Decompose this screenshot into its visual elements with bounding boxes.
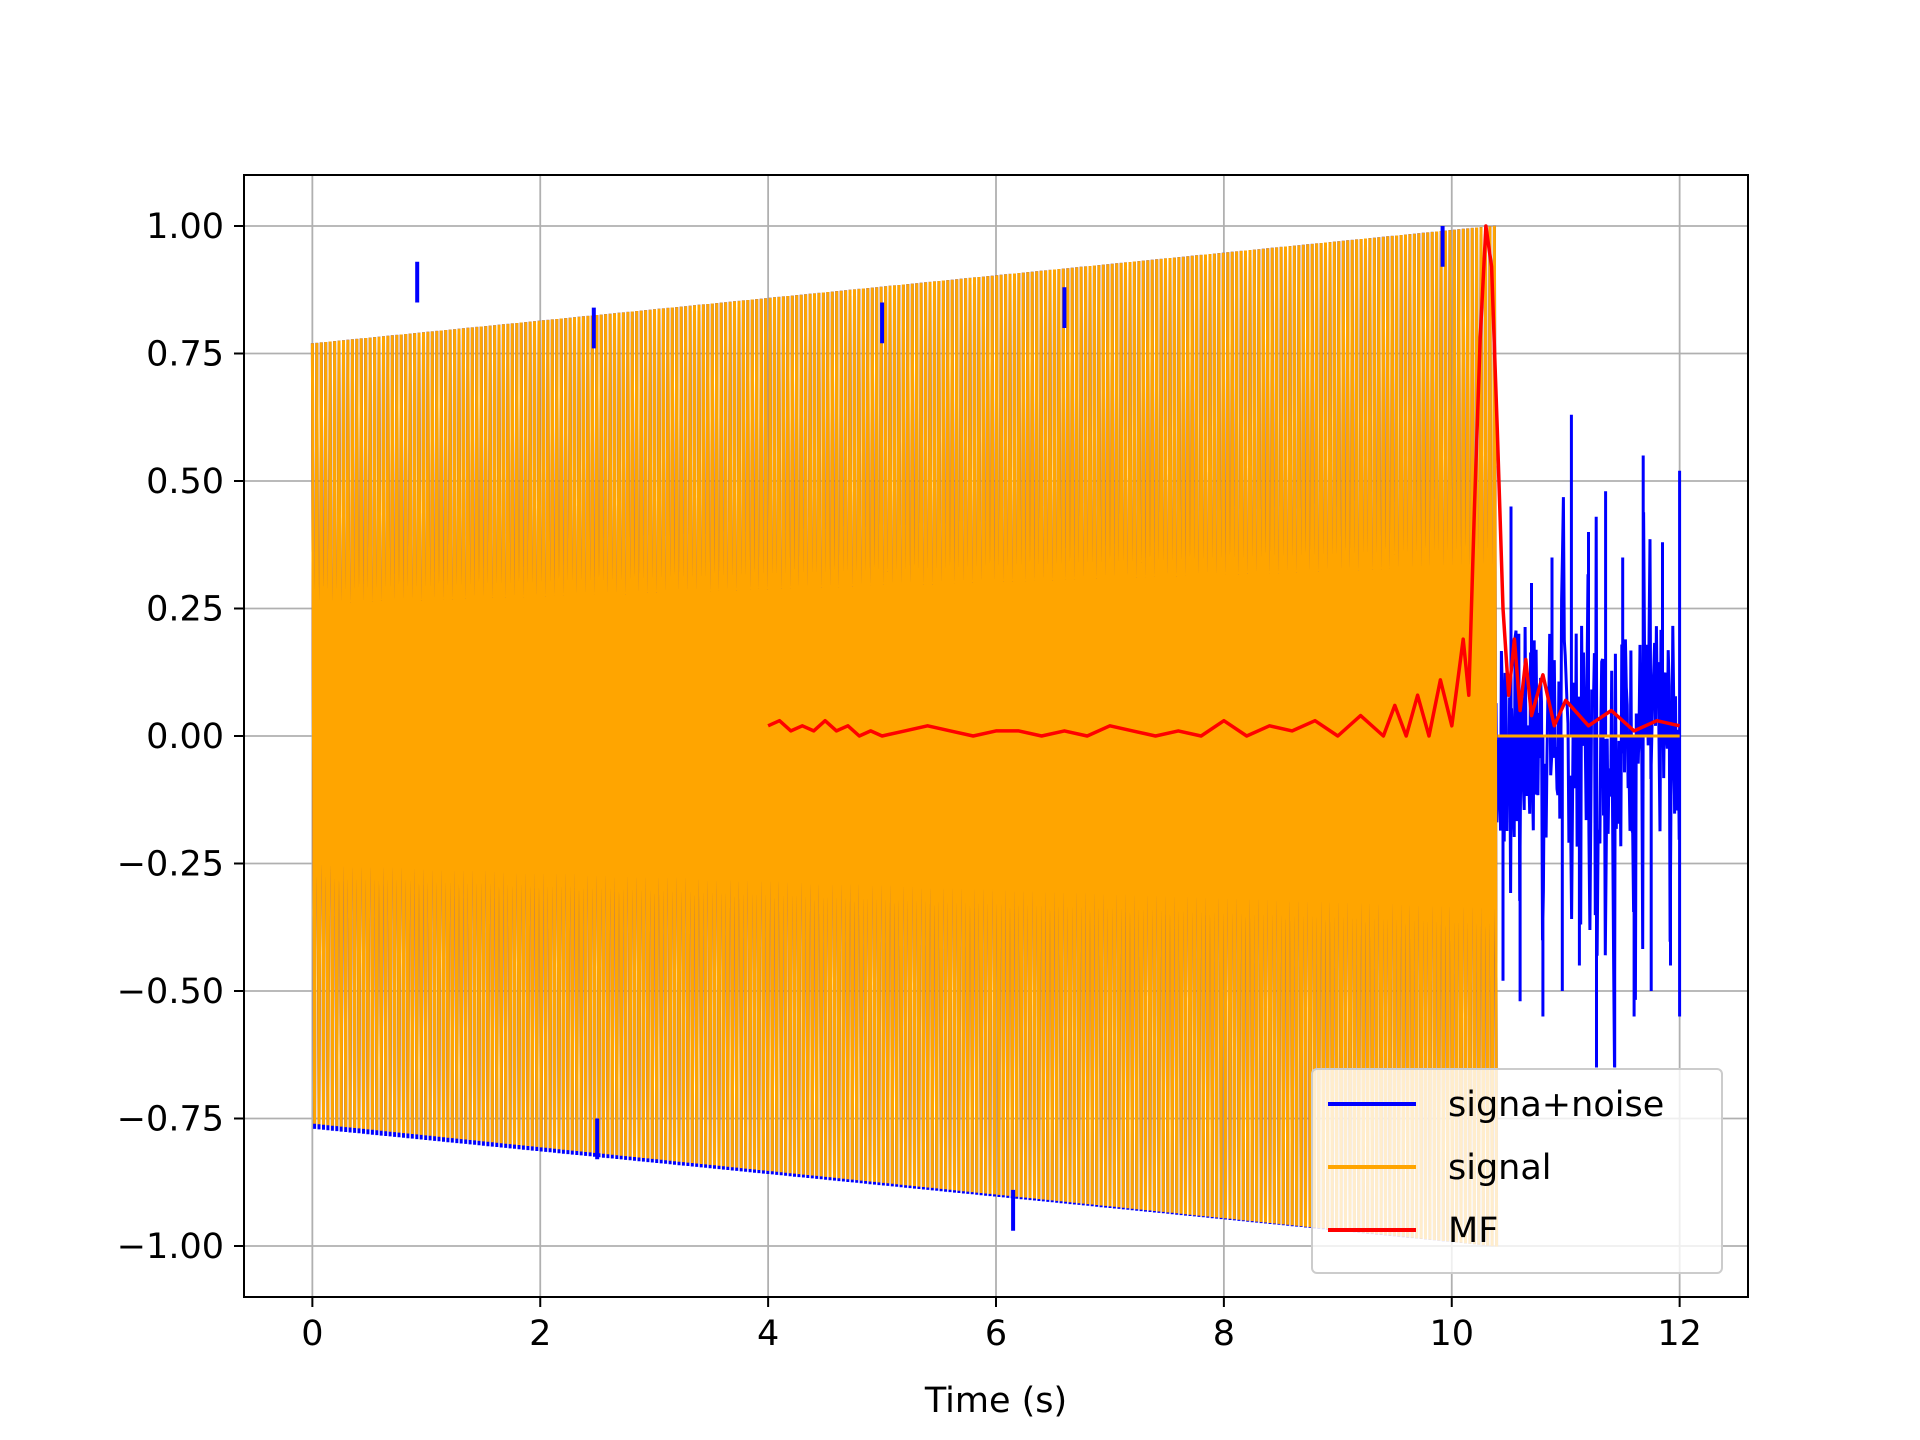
x-tick-label: 0 xyxy=(301,1314,323,1354)
legend-label: MF xyxy=(1448,1211,1498,1251)
y-tick-label: 0.25 xyxy=(146,590,224,630)
x-tick-label: 2 xyxy=(529,1314,551,1354)
series-signal-line xyxy=(310,225,1680,1247)
y-tick-label: −1.00 xyxy=(117,1227,224,1267)
legend-label: signal xyxy=(1448,1148,1552,1188)
axes: 0 2 4 6 8 10 12 1.00 0.75 0.50 0.25 0.00 −0.25 −0.50 −… xyxy=(117,174,1749,1354)
y-tick-label: −0.25 xyxy=(117,845,224,885)
y-tick-label: 0.50 xyxy=(146,462,224,502)
y-tick-label: −0.75 xyxy=(117,1100,224,1140)
x-tick-label: 8 xyxy=(1213,1314,1235,1354)
y-tick-label: 0.75 xyxy=(146,335,224,375)
legend: signa+noise signal MF xyxy=(1311,1068,1723,1274)
y-tick-label: −0.50 xyxy=(117,972,224,1012)
y-tick-label: 0.00 xyxy=(146,717,224,757)
series-mf-line xyxy=(767,224,1680,738)
legend-box xyxy=(1311,1068,1723,1274)
plot-area xyxy=(244,175,1748,1297)
series-signal-noise-spikes xyxy=(415,226,1445,1231)
x-tick-label: 10 xyxy=(1429,1314,1474,1354)
y-tick-label: 1.00 xyxy=(146,207,224,247)
x-tick-label: 6 xyxy=(985,1314,1007,1354)
x-tick-label: 12 xyxy=(1657,1314,1702,1354)
x-tick-label: 4 xyxy=(757,1314,779,1354)
legend-label: signa+noise xyxy=(1448,1085,1664,1125)
x-axis-label: Time (s) xyxy=(924,1381,1067,1421)
